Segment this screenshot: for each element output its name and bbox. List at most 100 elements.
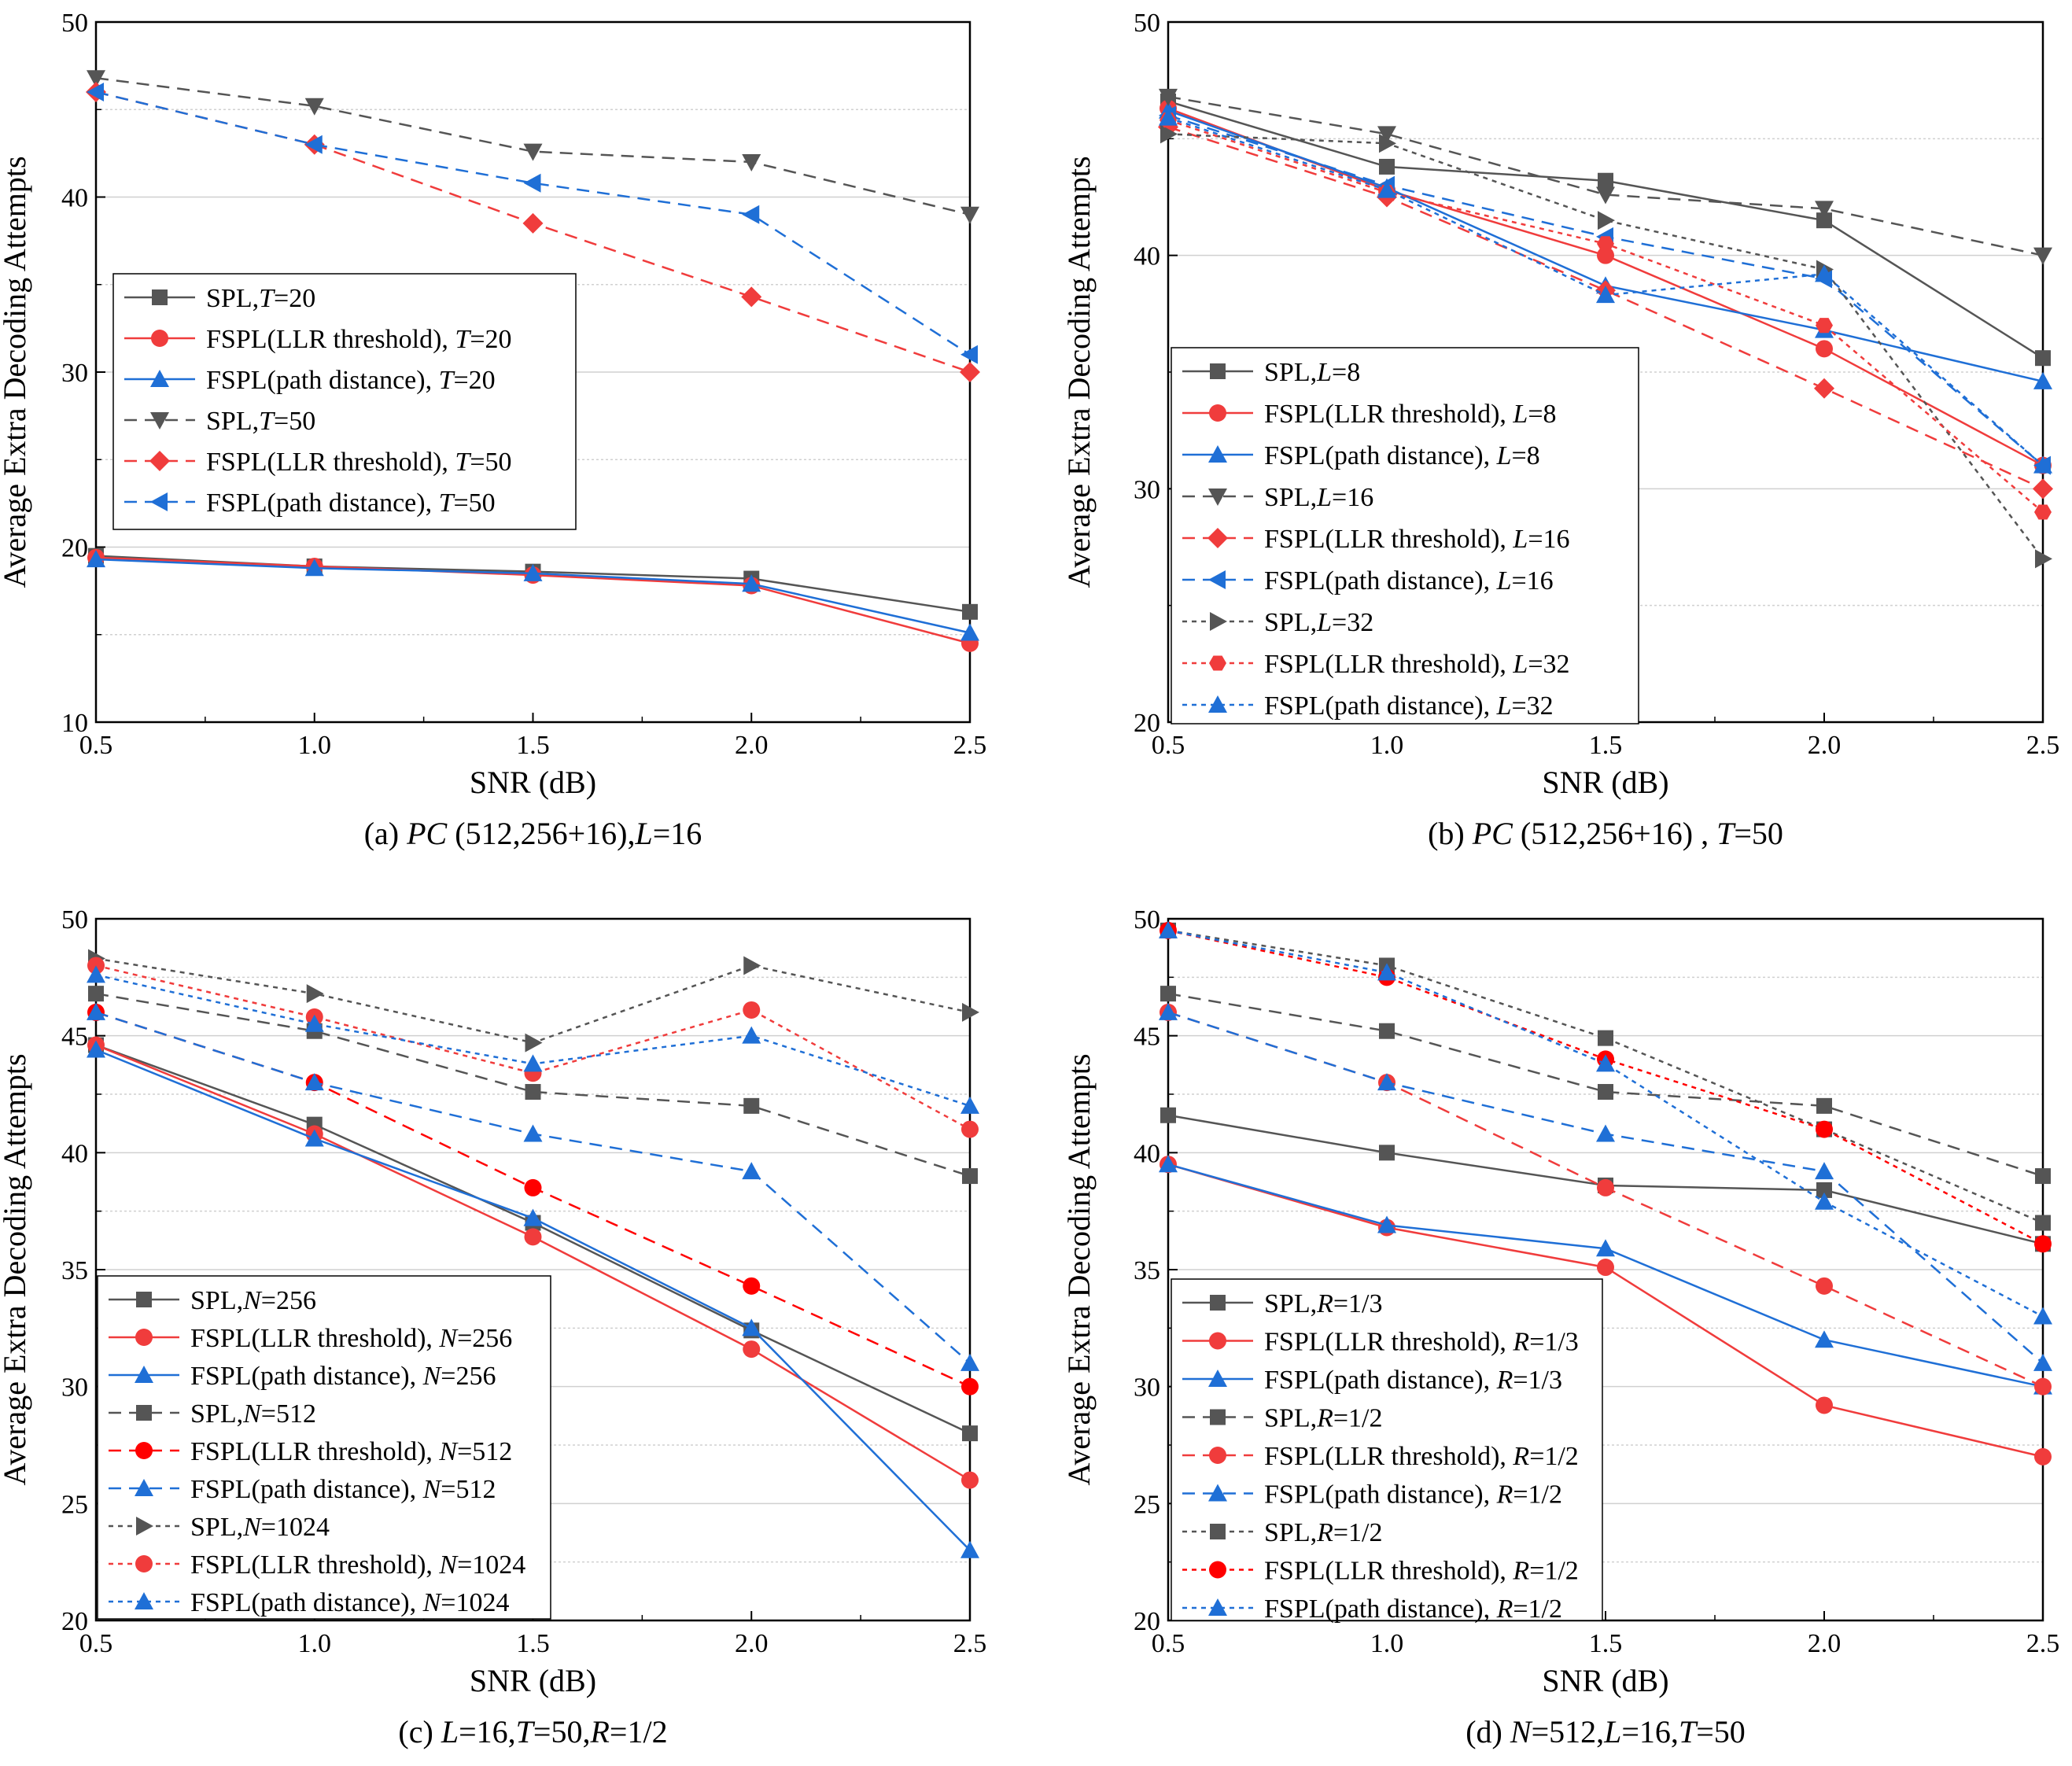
data-point [1598,172,1613,189]
legend-marker [1209,1447,1226,1464]
data-point [1816,1120,1833,1138]
y-tick-label: 20 [1134,709,1160,738]
legend-label-var: L [1512,525,1528,554]
data-point [741,286,762,308]
legend-label-rest: =512 [261,1399,316,1429]
data-point [1159,108,1178,126]
data-point [2034,1235,2052,1253]
legend-marker [1207,528,1228,548]
legend-box [1171,1278,1603,1621]
data-point [87,1002,105,1020]
series-a-5 [87,83,978,364]
legend-label-var: L [1496,691,1512,721]
caption-a-seg: PC [406,816,448,851]
data-point [962,603,978,620]
legend-label-rest: =32 [1332,608,1373,637]
data-point [88,986,104,1002]
legend-label: FSPL(LLR threshold), N=256 [190,1324,512,1353]
data-point [1814,378,1834,399]
legend-marker [151,330,168,347]
data-point [742,154,761,171]
data-point [1377,180,1396,198]
legend-label: SPL,N=512 [190,1399,316,1429]
legend-label-part: FSPL(LLR threshold), [1264,1557,1513,1586]
x-tick-label: 2.5 [953,731,987,760]
legend-label-rest: =32 [1512,691,1554,721]
data-point [1379,1023,1395,1039]
data-point [1596,286,1615,304]
series-line [1167,100,2044,359]
data-point [1597,1178,1614,1196]
data-point [1815,1330,1834,1348]
data-point [1596,186,1615,205]
x-axis-a: 0.5 1.0 1.5 2.0 2.5 [79,713,987,760]
x-tick-label: 1.5 [516,1629,550,1658]
y-tick-label: 50 [61,905,88,935]
data-point [1816,1182,1832,1198]
series-c-1 [87,1036,979,1489]
legend-label: FSPL(LLR threshold), N=512 [190,1437,512,1466]
legend-label-rest: =16 [1332,483,1373,512]
legend-label: FSPL(LLR threshold), L=32 [1264,650,1570,679]
legend-label-rest: =1024 [261,1513,330,1542]
y-axis-title-b: Average Extra Decoding Attempts [1061,156,1097,588]
legend-marker [1209,655,1226,671]
legend-label-rest: =8 [1528,400,1556,429]
chart-panel-c: 20 25 30 35 40 45 50 0.5 1.0 1.5 2.0 2.5 SNR (dB) Ave… [0,881,1036,1762]
legend-label-part: FSPL(path distance), [1264,691,1497,721]
series-line [95,76,971,216]
legend-label-var: N [422,1588,443,1617]
legend-label-var: N [422,1362,443,1391]
caption-d-seg: T [1679,1714,1698,1749]
legend-label-part: FSPL(LLR threshold), [1264,650,1513,679]
legend-marker [152,289,168,305]
legend-label: SPL,N=256 [190,1286,316,1315]
x-tick-label: 0.5 [1152,731,1185,760]
caption-a-seg: (512,256+16), [447,816,635,851]
legend-marker [1210,1409,1226,1425]
legend-label: FSPL(path distance), L=32 [1264,691,1554,721]
x-tick-label: 2.0 [735,1629,769,1658]
data-point [960,1540,979,1558]
data-point [742,1026,761,1044]
series-a-3 [87,70,979,224]
y-tick-label: 45 [1134,1023,1160,1052]
data-point [2033,1353,2052,1371]
legend-label-rest: =16 [1512,566,1554,595]
data-point [961,1120,979,1138]
legend-label-part: FSPL(LLR threshold), [1264,1442,1513,1471]
x-axis-title-c: SNR (dB) [470,1663,596,1698]
data-point [87,965,105,983]
caption-b-seg: T [1716,816,1736,851]
legend-label-part: SPL, [1264,1518,1317,1547]
legend-label-var: L [1496,441,1512,470]
legend-marker [1210,612,1227,631]
legend-label-var: R [1316,1518,1333,1547]
data-point [523,143,543,161]
y-tick-label: 50 [1134,9,1160,38]
legend-label-rest: =512 [441,1475,496,1504]
data-point [1159,920,1178,938]
data-point [961,1471,979,1489]
series-line [1167,992,2044,1178]
series-d-5 [1159,1002,2052,1371]
legend-label-part: FSPL(path distance), [206,489,439,518]
data-point [1160,124,1178,144]
chart-b-svg: 20 30 40 50 0.5 1.0 1.5 2.0 2.5 SNR (dB) Average E… [1061,9,2059,851]
y-tick-label: 40 [61,184,88,213]
data-point [1377,1073,1396,1091]
legend-label-rest: =1/2 [1529,1557,1579,1586]
data-point [2035,1168,2051,1185]
legend-label-part: FSPL(path distance), [1264,1595,1497,1624]
x-tick-label: 1.0 [1370,1629,1404,1658]
legend-marker [1208,1598,1227,1616]
y-axis-a: 10 20 30 40 50 [61,9,105,738]
x-tick-label: 1.0 [298,1629,332,1658]
y-tick-label: 40 [1134,1139,1160,1168]
legend-label-var: N [438,1437,459,1466]
y-axis-b: 20 30 40 50 [1134,9,1178,738]
legend-label-rest: =1/2 [1529,1442,1579,1471]
legend-label-part: SPL, [1264,1289,1317,1318]
caption-d-seg: =16, [1621,1714,1679,1749]
